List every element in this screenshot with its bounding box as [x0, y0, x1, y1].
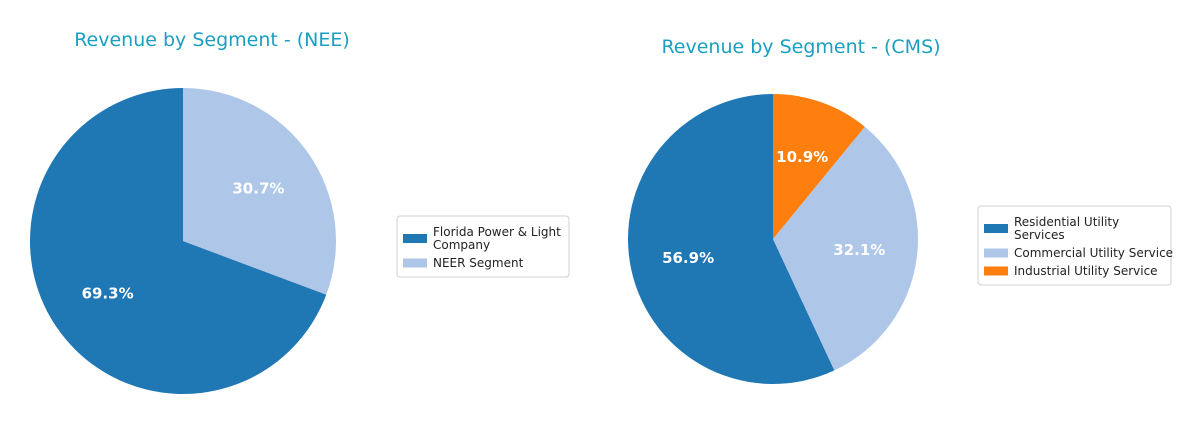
legend-label: Commercial Utility Service	[1014, 246, 1173, 260]
pie-slice	[773, 126, 919, 371]
legend-swatch	[984, 224, 1008, 233]
pie-slices	[29, 88, 336, 395]
legend-label: Industrial Utility Service	[1014, 264, 1158, 278]
legend-label: NEER Segment	[433, 256, 524, 270]
cms-pie-chart: Revenue by Segment - (CMS) 56.9% 32.1% 10.…	[628, 36, 1173, 385]
pie-slice	[773, 94, 865, 239]
pie-slice	[29, 88, 327, 395]
chart-title: Revenue by Segment - (CMS)	[661, 36, 940, 58]
slice-percent-label: 10.9%	[776, 148, 828, 166]
legend-swatch	[403, 258, 427, 268]
pie-percent-labels: 56.9% 32.1% 10.9%	[662, 148, 885, 267]
legend-swatch	[984, 248, 1008, 258]
slice-percent-label: 56.9%	[662, 249, 714, 267]
pie-slice	[183, 88, 336, 295]
legend-label: Florida Power & Light Company	[433, 225, 561, 252]
pie-percent-labels: 69.3% 30.7%	[82, 180, 285, 303]
legend-frame	[396, 215, 570, 278]
slice-percent-label: 30.7%	[232, 180, 284, 198]
slice-percent-label: 69.3%	[82, 284, 134, 302]
legend-frame	[977, 205, 1172, 286]
chart-title: Revenue by Segment - (NEE)	[74, 29, 350, 51]
legend-swatch	[984, 266, 1008, 276]
legend-swatch	[403, 234, 427, 243]
pie-slices	[628, 94, 919, 385]
nee-pie-chart: Revenue by Segment - (NEE) 69.3% 30.7% Fl…	[29, 29, 570, 395]
slice-percent-label: 32.1%	[833, 241, 885, 259]
legend-label: Residential Utility Services	[1014, 215, 1119, 242]
chart-legend: Florida Power & Light Company NEER Segment	[396, 215, 570, 278]
pie-slice	[628, 94, 835, 385]
chart-legend: Residential Utility Services Commercial Ut…	[977, 205, 1173, 286]
